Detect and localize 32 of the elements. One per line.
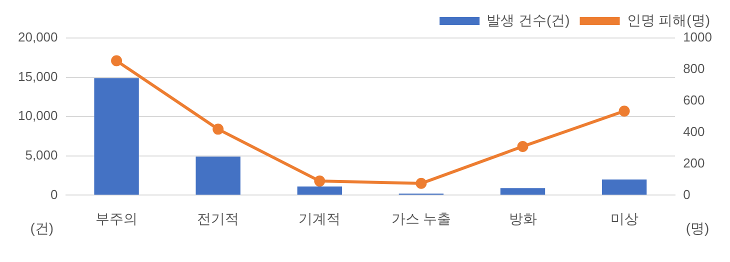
y-tick-label: 20,000 <box>18 30 58 45</box>
point <box>416 178 427 189</box>
x-tick-label: 기계적 <box>298 210 341 226</box>
y2-tick-label: 1000 <box>683 30 712 45</box>
y-tick-label: 10,000 <box>18 108 58 124</box>
y2-tick-label: 200 <box>683 155 705 170</box>
point <box>517 140 528 152</box>
point <box>314 176 326 187</box>
bar <box>500 188 546 195</box>
point <box>618 106 630 117</box>
bar <box>94 78 139 195</box>
y2-tick-label: 600 <box>683 92 705 108</box>
bar <box>602 179 647 195</box>
x-tick-label: 방화 <box>508 210 537 226</box>
y2-tick-label: 800 <box>683 61 705 76</box>
point <box>111 55 122 66</box>
point <box>212 124 224 135</box>
y-tick-label: 5,000 <box>25 147 58 162</box>
y2-axis-title: (명) <box>686 220 710 236</box>
x-tick-label: 부주의 <box>96 210 138 226</box>
legend-label: 인명 피해(명) <box>626 12 710 28</box>
bar <box>297 186 342 195</box>
y-tick-label: 15,000 <box>18 68 58 84</box>
y2-tick-label: 0 <box>683 186 690 202</box>
legend-label: 발생 건수(건) <box>486 12 570 28</box>
y-tick-label: 0 <box>50 186 58 202</box>
x-tick-label: 전기적 <box>197 210 240 226</box>
y2-tick-label: 400 <box>683 124 705 139</box>
x-tick-label: 가스 누출 <box>391 210 452 226</box>
x-tick-label: 미상 <box>610 210 638 226</box>
y-axis-title: (건) <box>30 220 54 236</box>
bar <box>196 156 240 195</box>
